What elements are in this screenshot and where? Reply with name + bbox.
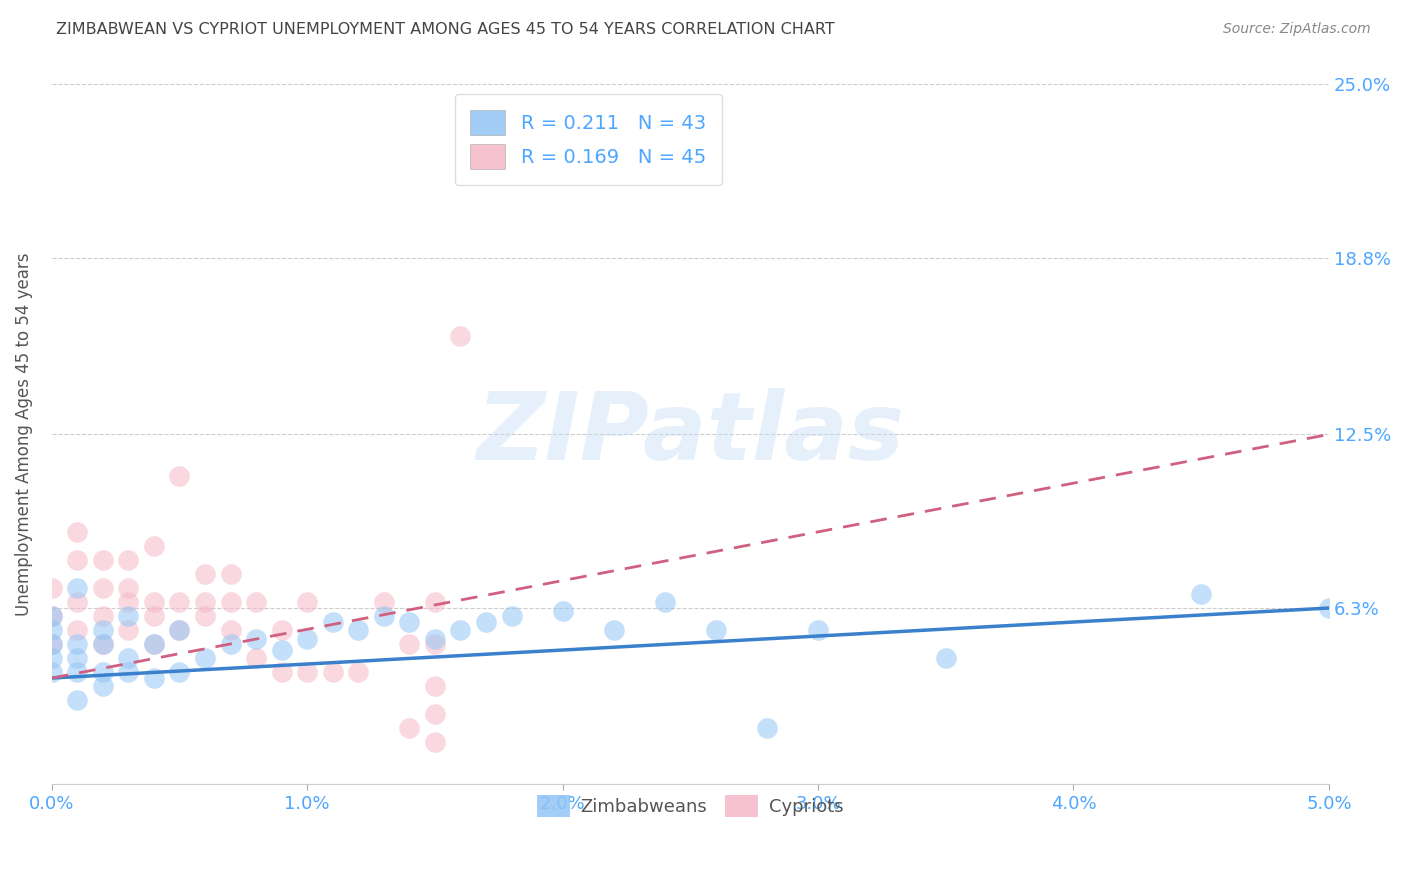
- Point: [117, 582, 139, 596]
- Point: [347, 665, 370, 680]
- Point: [219, 595, 242, 609]
- Point: [91, 553, 114, 567]
- Point: [169, 624, 191, 638]
- Point: [219, 567, 242, 582]
- Point: [194, 595, 217, 609]
- Point: [169, 469, 191, 483]
- Point: [423, 680, 446, 694]
- Point: [66, 525, 89, 540]
- Point: [117, 624, 139, 638]
- Point: [66, 637, 89, 651]
- Point: [117, 553, 139, 567]
- Point: [142, 637, 165, 651]
- Point: [423, 707, 446, 722]
- Point: [117, 595, 139, 609]
- Point: [398, 637, 420, 651]
- Point: [219, 624, 242, 638]
- Point: [142, 540, 165, 554]
- Point: [270, 624, 292, 638]
- Point: [66, 624, 89, 638]
- Point: [117, 609, 139, 624]
- Point: [755, 722, 778, 736]
- Point: [194, 567, 217, 582]
- Point: [423, 637, 446, 651]
- Text: ZIPatlas: ZIPatlas: [477, 388, 904, 481]
- Point: [423, 595, 446, 609]
- Point: [41, 637, 63, 651]
- Point: [66, 553, 89, 567]
- Point: [142, 609, 165, 624]
- Point: [807, 624, 830, 638]
- Point: [41, 582, 63, 596]
- Point: [1189, 587, 1212, 601]
- Point: [66, 595, 89, 609]
- Point: [270, 643, 292, 657]
- Point: [551, 604, 574, 618]
- Legend: Zimbabweans, Cypriots: Zimbabweans, Cypriots: [530, 788, 851, 824]
- Point: [91, 582, 114, 596]
- Point: [501, 609, 523, 624]
- Point: [373, 595, 395, 609]
- Point: [41, 609, 63, 624]
- Point: [169, 665, 191, 680]
- Point: [398, 615, 420, 629]
- Point: [91, 637, 114, 651]
- Point: [245, 595, 267, 609]
- Point: [169, 595, 191, 609]
- Point: [169, 624, 191, 638]
- Point: [398, 722, 420, 736]
- Point: [142, 595, 165, 609]
- Point: [91, 680, 114, 694]
- Point: [66, 582, 89, 596]
- Point: [270, 665, 292, 680]
- Point: [245, 632, 267, 646]
- Point: [142, 637, 165, 651]
- Point: [373, 609, 395, 624]
- Y-axis label: Unemployment Among Ages 45 to 54 years: Unemployment Among Ages 45 to 54 years: [15, 252, 32, 616]
- Point: [194, 651, 217, 665]
- Point: [295, 665, 318, 680]
- Point: [41, 651, 63, 665]
- Point: [322, 615, 344, 629]
- Point: [117, 665, 139, 680]
- Point: [66, 665, 89, 680]
- Point: [41, 665, 63, 680]
- Point: [91, 624, 114, 638]
- Point: [142, 671, 165, 685]
- Point: [704, 624, 727, 638]
- Point: [91, 665, 114, 680]
- Point: [41, 624, 63, 638]
- Point: [245, 651, 267, 665]
- Point: [602, 624, 624, 638]
- Point: [654, 595, 676, 609]
- Point: [322, 665, 344, 680]
- Point: [295, 632, 318, 646]
- Point: [423, 632, 446, 646]
- Point: [117, 651, 139, 665]
- Point: [41, 637, 63, 651]
- Point: [219, 637, 242, 651]
- Text: Source: ZipAtlas.com: Source: ZipAtlas.com: [1223, 22, 1371, 37]
- Point: [41, 609, 63, 624]
- Point: [347, 624, 370, 638]
- Point: [935, 651, 957, 665]
- Point: [66, 651, 89, 665]
- Point: [194, 609, 217, 624]
- Point: [91, 609, 114, 624]
- Point: [295, 595, 318, 609]
- Point: [449, 624, 471, 638]
- Point: [449, 329, 471, 343]
- Point: [1317, 601, 1340, 615]
- Point: [66, 693, 89, 707]
- Point: [423, 735, 446, 749]
- Text: ZIMBABWEAN VS CYPRIOT UNEMPLOYMENT AMONG AGES 45 TO 54 YEARS CORRELATION CHART: ZIMBABWEAN VS CYPRIOT UNEMPLOYMENT AMONG…: [56, 22, 835, 37]
- Point: [91, 637, 114, 651]
- Point: [475, 615, 498, 629]
